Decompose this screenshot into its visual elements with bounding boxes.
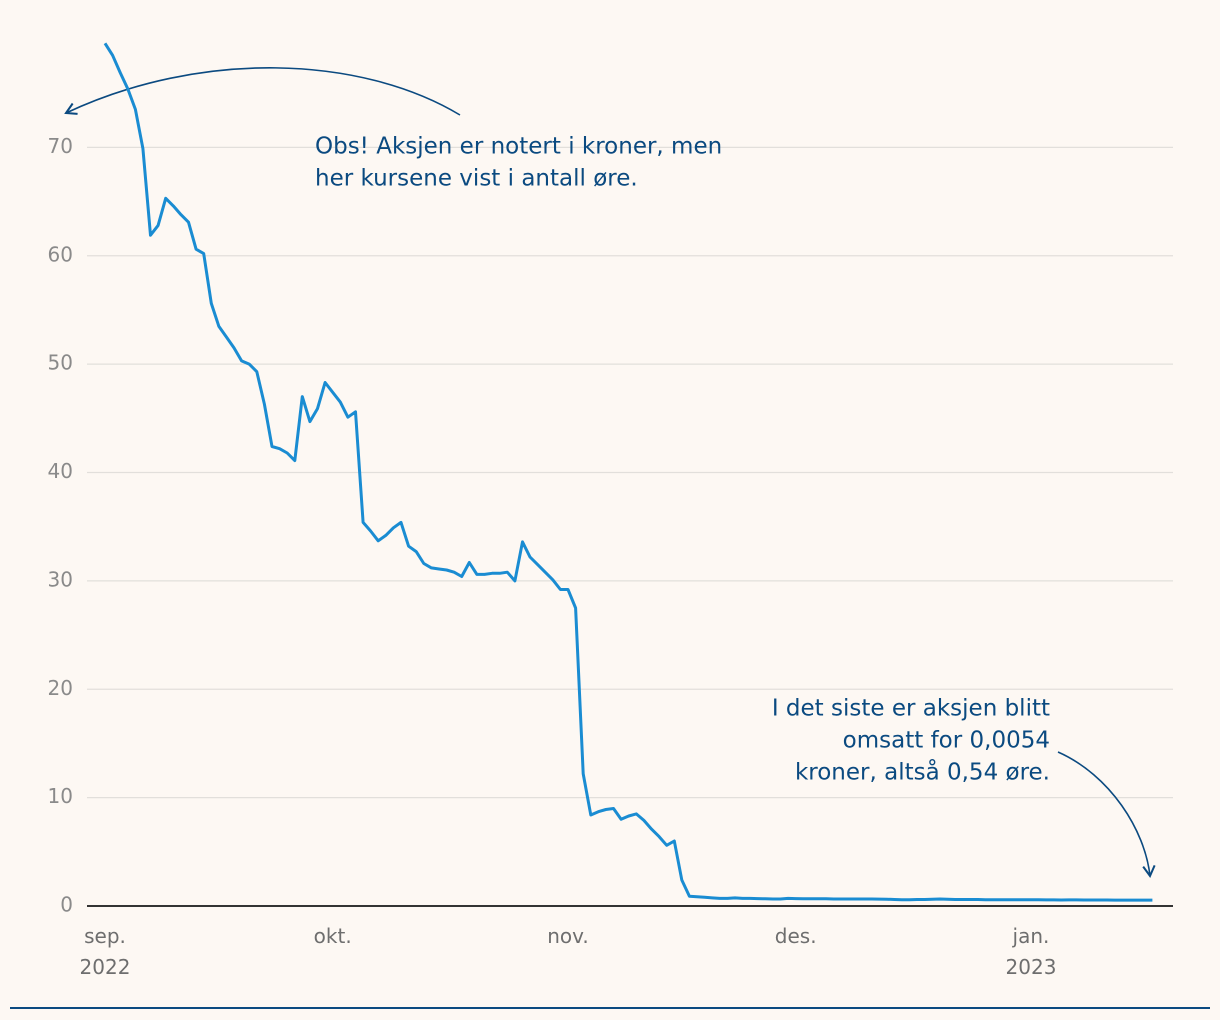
annotation-arrow <box>64 67 461 116</box>
y-tick-label: 30 <box>48 567 73 591</box>
x-tick-label: sep. <box>84 924 126 948</box>
y-tick-label: 60 <box>48 242 73 266</box>
annotation: I det siste er aksjen blitt <box>772 696 1050 722</box>
annotation: Obs! Aksjen er notert i kroner, men <box>315 134 722 160</box>
grid <box>87 146 1173 907</box>
x-tick-label: okt. <box>314 924 352 948</box>
y-tick-label: 50 <box>48 351 73 375</box>
x-tick-label: 2022 <box>80 955 131 979</box>
x-tick-label: nov. <box>547 924 589 948</box>
x-tick-label: jan. <box>1012 924 1050 948</box>
annotation: kroner, altså 0,54 øre. <box>795 758 1050 786</box>
x-tick-label: 2023 <box>1006 955 1057 979</box>
annotation: omsatt for 0,0054 <box>843 728 1050 754</box>
y-tick-label: 40 <box>48 459 73 483</box>
series-line <box>103 42 1153 902</box>
y-tick-label: 0 <box>60 893 73 917</box>
y-tick-label: 20 <box>48 676 73 700</box>
x-tick-label: des. <box>775 924 817 948</box>
annotation-arrow <box>1057 751 1156 879</box>
annotation: her kursene vist i antall øre. <box>315 166 638 192</box>
y-tick-label: 10 <box>48 784 73 808</box>
y-tick-label: 70 <box>48 134 73 158</box>
